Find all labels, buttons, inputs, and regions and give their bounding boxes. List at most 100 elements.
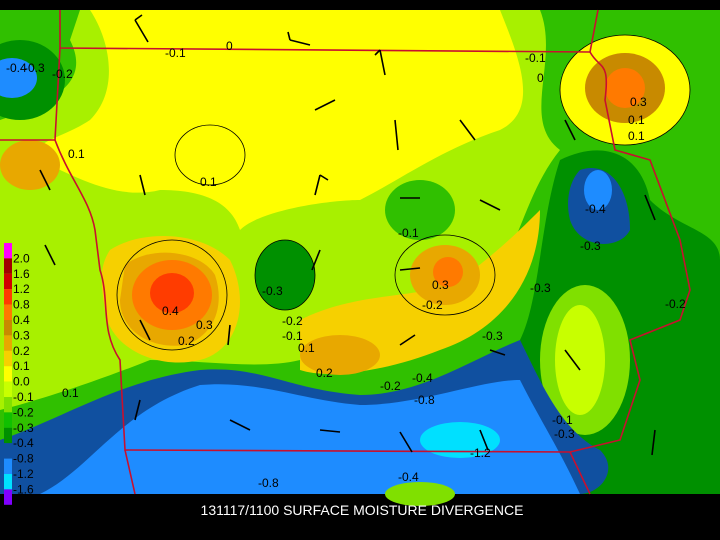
wind-barb <box>399 267 421 271</box>
wind-barb <box>399 431 413 453</box>
wind-barb <box>314 99 336 111</box>
contour-label: 0.3 <box>630 95 647 109</box>
wind-barb <box>564 349 581 371</box>
legend-label: -0.4 <box>13 436 34 450</box>
contour-label: 0.2 <box>178 334 195 348</box>
wind-barb <box>314 174 329 196</box>
legend-label: 0.2 <box>13 344 30 358</box>
field <box>300 335 380 375</box>
legend-swatch <box>4 304 12 320</box>
wind-barb <box>134 399 141 421</box>
wind-barb <box>139 174 146 196</box>
isoline <box>254 239 316 311</box>
contour-label: 0.1 <box>628 129 645 143</box>
isolines <box>116 34 691 351</box>
contour-label: -0.3 <box>554 427 575 441</box>
wind-barb <box>644 194 656 221</box>
wind-barb <box>319 429 341 433</box>
wind-barb <box>39 169 51 191</box>
wind-barb <box>287 31 311 46</box>
wind-barb <box>311 249 321 271</box>
contour-label: -0.2 <box>422 298 443 312</box>
legend-label: -0.3 <box>13 421 34 435</box>
contour-label: -0.3 <box>580 239 601 253</box>
wind-barb <box>479 199 501 211</box>
legend-label: 0.8 <box>13 298 30 312</box>
contour-label: -0.1 <box>525 51 546 65</box>
contour-label: -0.3 <box>482 329 503 343</box>
contour-label: -0.2 <box>380 379 401 393</box>
legend-swatch <box>4 443 12 459</box>
legend-swatch <box>4 381 12 397</box>
contour-label: -0.8 <box>258 476 279 490</box>
wind-barbs <box>39 14 656 456</box>
field <box>385 482 455 506</box>
contour-label: -0.1 <box>552 413 573 427</box>
legend-swatch <box>4 243 12 259</box>
legend-label: -0.8 <box>13 452 34 466</box>
contour-label: 0.4 <box>162 304 179 318</box>
wind-barb <box>459 119 476 141</box>
wind-barb <box>44 244 56 266</box>
contour-label: -0.4 <box>6 61 27 75</box>
field <box>255 240 315 310</box>
contour-label: 0.2 <box>316 366 333 380</box>
contour-label: -0.4 <box>585 202 606 216</box>
wind-barb <box>394 119 399 151</box>
field <box>385 180 455 240</box>
legend-label: 1.6 <box>13 267 30 281</box>
contour-label: 0.1 <box>298 341 315 355</box>
legend-label: 0.0 <box>13 375 30 389</box>
legend-swatch <box>4 350 12 367</box>
contour-label: 0.3 <box>196 318 213 332</box>
isoline <box>559 34 691 146</box>
wind-barb <box>399 334 416 346</box>
legend-label: 0.4 <box>13 313 30 327</box>
state-borders <box>0 9 691 495</box>
wind-barb <box>489 349 506 356</box>
contour-label: -0.3 <box>24 61 45 75</box>
wind-barb <box>374 49 386 76</box>
field <box>584 170 612 210</box>
wind-barb <box>134 14 149 43</box>
contour-label: -0.2 <box>282 314 303 328</box>
legend-swatch <box>4 258 12 274</box>
field <box>150 273 194 313</box>
field <box>555 305 605 415</box>
contour-label: 0.1 <box>62 386 79 400</box>
field <box>0 140 60 190</box>
legend-swatch <box>4 427 12 444</box>
contour-label: -1.2 <box>470 446 491 460</box>
legend-label: 1.2 <box>13 282 30 296</box>
wind-barb <box>139 319 151 341</box>
legend-label: -1.2 <box>13 467 34 481</box>
contour-label: -0.8 <box>414 393 435 407</box>
legend-swatch <box>4 335 12 351</box>
contour-label: 0 <box>226 39 233 53</box>
contour-label: -0.3 <box>262 284 283 298</box>
contour-label: 0.1 <box>628 113 645 127</box>
legend-label: 0.3 <box>13 328 30 342</box>
contour-label: 0 <box>537 71 544 85</box>
isoline <box>174 124 246 186</box>
state-border <box>569 51 691 453</box>
field <box>40 380 580 494</box>
legend-swatch <box>4 366 12 382</box>
wind-barb <box>651 429 656 456</box>
legend-swatch <box>4 273 12 290</box>
contour-label: -0.1 <box>282 329 303 343</box>
legend-swatch <box>4 289 12 305</box>
wind-barb <box>479 429 489 451</box>
legend-label: 0.1 <box>13 359 30 373</box>
field <box>433 257 463 287</box>
field <box>605 68 645 108</box>
legend: 2.01.61.20.80.40.30.20.10.0-0.1-0.2-0.3-… <box>4 243 34 505</box>
contour-label: -0.3 <box>530 281 551 295</box>
legend-swatch <box>4 397 12 413</box>
field <box>38 10 524 230</box>
legend-label: -0.1 <box>13 390 34 404</box>
legend-swatch <box>4 412 12 428</box>
isoline <box>394 234 496 316</box>
